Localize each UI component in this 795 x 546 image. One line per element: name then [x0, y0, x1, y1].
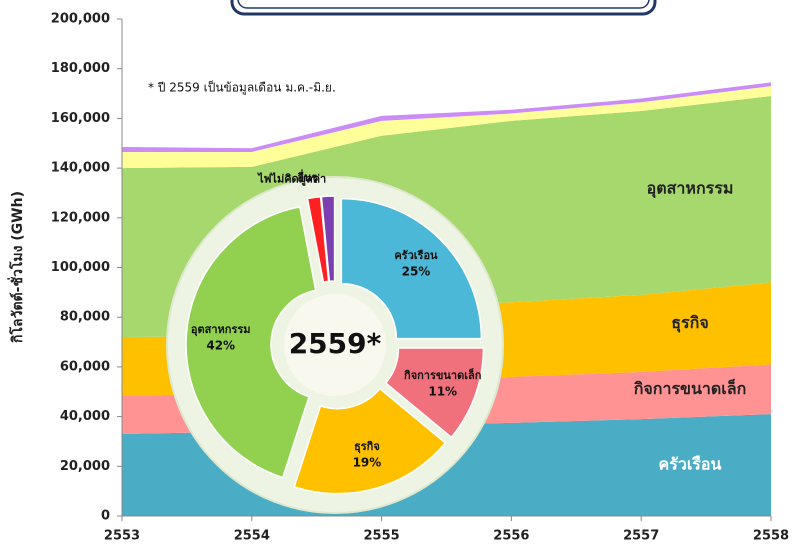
title-frame-inner [237, 0, 650, 9]
y-tick-label: 180,000 [51, 61, 110, 76]
pie-value-label: 19% [353, 455, 382, 469]
pie-slice [320, 195, 336, 283]
y-tick-label: 80,000 [60, 310, 110, 325]
pie-value-label: 42% [206, 338, 235, 352]
pie-value-label: 25% [402, 265, 431, 279]
series-label: อุตสาหกรรม [647, 179, 734, 199]
pie-label: อุตสาหกรรม [191, 323, 251, 337]
title-frame [230, 0, 657, 16]
y-tick-label: 120,000 [51, 210, 110, 225]
x-tick-label: 2558 [753, 529, 789, 544]
pie-label: ไฟไม่คิดมูลค่า [256, 172, 326, 187]
pie-slice [384, 347, 485, 439]
y-tick-label: 40,000 [60, 409, 110, 424]
series-label: กิจการขนาดเล็ก [633, 377, 746, 398]
series-label: ครัวเรือน [659, 455, 722, 474]
area-series [122, 86, 771, 169]
area-series [122, 82, 771, 152]
pie-value-label: 11% [428, 384, 457, 398]
axes: 0 20,000 40,000 60,000 80,000 100,000 120,000 1… [7, 12, 789, 544]
x-tick-label: 2553 [104, 529, 140, 544]
annotation: * ปี 2559 เป็นข้อมูลเดือน ม.ค.-มิ.ย. [148, 80, 336, 96]
y-tick-label: 140,000 [51, 161, 110, 176]
y-axis-label: กิโลวัตต์-ชั่วโมง (GWh) [7, 191, 26, 343]
pie-slice [306, 195, 330, 283]
series-label: ธุรกิจ [671, 313, 708, 333]
x-tick-label: 2556 [493, 529, 529, 544]
y-tick-label: 200,000 [51, 12, 110, 27]
y-tick-label: 20,000 [60, 459, 110, 474]
pie-slice [185, 206, 317, 479]
pie-label: กิจการขนาดเล็ก [404, 368, 482, 382]
y-tick-label: 0 [101, 509, 110, 524]
y-tick-label: 100,000 [51, 260, 110, 275]
pie-chart: ครัวเรือน 25% กิจการขนาดเล็ก 11% ธุรกิจ19% อุ… [166, 169, 504, 514]
pie-slice [293, 387, 447, 495]
pie-slice [340, 197, 483, 340]
pie-title: 2559* [289, 327, 382, 360]
x-tick-label: 2557 [623, 529, 659, 544]
pie-label: อื่นๆ [297, 169, 318, 184]
pie-label: ธุรกิจ [354, 440, 380, 454]
x-tick-label: 2555 [364, 529, 400, 544]
y-tick-label: 160,000 [51, 111, 110, 126]
y-tick-label: 60,000 [60, 359, 110, 374]
pie-center [284, 294, 386, 396]
x-tick-label: 2554 [234, 529, 270, 544]
pie-label: ครัวเรือน [394, 249, 438, 262]
